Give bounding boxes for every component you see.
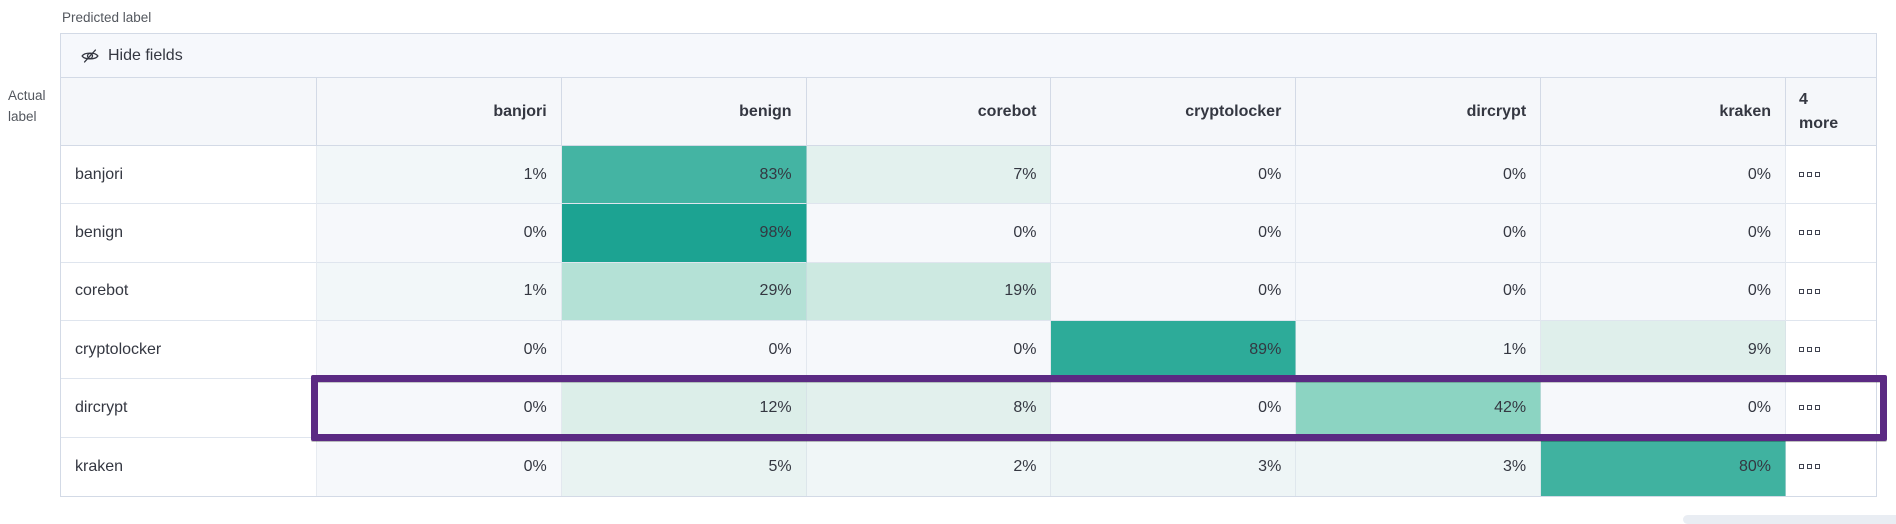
- more-columns-header[interactable]: 4 more: [1786, 78, 1876, 145]
- grid-row-benign: benign 0% 98% 0% 0% 0% 0%: [61, 204, 1876, 263]
- cell-corebot-kraken[interactable]: 0%: [1541, 262, 1787, 321]
- grid-rows: banjori 1% 83% 7% 0% 0% 0% benign 0% 98% 0% 0% 0% 0% c…: [61, 146, 1876, 496]
- cell-dircrypt-cryptolocker[interactable]: 0%: [1051, 379, 1297, 438]
- cell-benign-banjori[interactable]: 0%: [316, 204, 562, 263]
- cell-kraken-kraken[interactable]: 80%: [1541, 437, 1787, 496]
- boxes-horizontal-icon: [1799, 405, 1821, 411]
- cell-corebot-corebot[interactable]: 19%: [806, 262, 1052, 321]
- row-label-cryptolocker: cryptolocker: [61, 320, 317, 380]
- cell-corebot-benign[interactable]: 29%: [561, 262, 807, 321]
- box-glyph: [1815, 230, 1821, 236]
- more-actions-cell-benign[interactable]: [1786, 204, 1876, 263]
- box-glyph: [1799, 288, 1805, 294]
- column-header-benign[interactable]: benign: [562, 78, 807, 145]
- cell-kraken-cryptolocker[interactable]: 3%: [1051, 437, 1297, 496]
- cell-kraken-corebot[interactable]: 2%: [806, 437, 1052, 496]
- row-label-dircrypt: dircrypt: [61, 379, 317, 438]
- row-label-kraken: kraken: [61, 437, 317, 496]
- cell-benign-cryptolocker[interactable]: 0%: [1051, 204, 1297, 263]
- column-header-banjori[interactable]: banjori: [317, 78, 562, 145]
- cell-benign-kraken[interactable]: 0%: [1541, 204, 1787, 263]
- more-actions-cell-corebot[interactable]: [1786, 262, 1876, 321]
- grid-toolbar: Hide fields: [61, 34, 1876, 78]
- hide-fields-button[interactable]: Hide fields: [81, 47, 183, 65]
- actual-label-axis-title: Actual label: [8, 88, 46, 124]
- grid-row-cryptolocker: cryptolocker 0% 0% 0% 89% 1% 9%: [61, 320, 1876, 380]
- cell-dircrypt-benign[interactable]: 12%: [561, 379, 807, 438]
- box-glyph: [1799, 172, 1805, 178]
- box-glyph: [1807, 405, 1813, 411]
- column-header-corebot[interactable]: corebot: [807, 78, 1052, 145]
- row-label-corebot: corebot: [61, 262, 317, 321]
- grid-row-banjori: banjori 1% 83% 7% 0% 0% 0%: [61, 146, 1876, 205]
- cell-benign-benign[interactable]: 98%: [561, 204, 807, 263]
- confusion-matrix-grid: Hide fields banjori benign corebot cryptolo…: [60, 33, 1887, 497]
- cell-banjori-kraken[interactable]: 0%: [1541, 146, 1787, 205]
- cell-kraken-dircrypt[interactable]: 3%: [1296, 437, 1542, 496]
- header-row: banjori benign corebot cryptolocker dircrypt…: [61, 78, 1876, 146]
- boxes-horizontal-icon: [1799, 347, 1821, 353]
- cell-banjori-banjori[interactable]: 1%: [316, 146, 562, 205]
- cell-cryptolocker-banjori[interactable]: 0%: [316, 320, 562, 380]
- more-columns-label: 4 more: [1799, 91, 1839, 132]
- cell-banjori-cryptolocker[interactable]: 0%: [1051, 146, 1297, 205]
- box-glyph: [1807, 464, 1813, 470]
- more-actions-cell-kraken[interactable]: [1786, 437, 1876, 496]
- cell-corebot-cryptolocker[interactable]: 0%: [1051, 262, 1297, 321]
- grid-row-kraken: kraken 0% 5% 2% 3% 3% 80%: [61, 437, 1876, 496]
- cell-kraken-banjori[interactable]: 0%: [316, 437, 562, 496]
- box-glyph: [1799, 405, 1805, 411]
- cell-corebot-dircrypt[interactable]: 0%: [1296, 262, 1542, 321]
- box-glyph: [1815, 347, 1821, 353]
- cell-benign-dircrypt[interactable]: 0%: [1296, 204, 1542, 263]
- hide-fields-label: Hide fields: [108, 46, 183, 64]
- column-header-dircrypt[interactable]: dircrypt: [1296, 78, 1542, 145]
- column-header-kraken[interactable]: kraken: [1541, 78, 1787, 145]
- cell-banjori-corebot[interactable]: 7%: [806, 146, 1052, 205]
- cell-dircrypt-corebot[interactable]: 8%: [806, 379, 1052, 438]
- column-header-cryptolocker[interactable]: cryptolocker: [1051, 78, 1297, 145]
- boxes-horizontal-icon: [1799, 464, 1821, 470]
- horizontal-scrollbar[interactable]: [1683, 515, 1896, 524]
- cell-cryptolocker-corebot[interactable]: 0%: [806, 320, 1052, 380]
- cell-cryptolocker-cryptolocker[interactable]: 89%: [1051, 320, 1297, 380]
- grid-row-dircrypt: dircrypt 0% 12% 8% 0% 42% 0%: [61, 379, 1876, 438]
- box-glyph: [1815, 288, 1821, 294]
- box-glyph: [1807, 288, 1813, 294]
- box-glyph: [1807, 172, 1813, 178]
- box-glyph: [1799, 464, 1805, 470]
- row-label-benign: benign: [61, 204, 317, 263]
- cell-cryptolocker-dircrypt[interactable]: 1%: [1296, 320, 1542, 380]
- cell-banjori-benign[interactable]: 83%: [561, 146, 807, 205]
- box-glyph: [1815, 172, 1821, 178]
- boxes-horizontal-icon: [1799, 288, 1821, 294]
- eye-slash-icon: [81, 47, 99, 65]
- more-actions-cell-dircrypt[interactable]: [1786, 379, 1876, 438]
- more-actions-cell-banjori[interactable]: [1786, 146, 1876, 205]
- cell-cryptolocker-benign[interactable]: 0%: [561, 320, 807, 380]
- predicted-label-axis-title: Predicted label: [62, 10, 152, 25]
- boxes-horizontal-icon: [1799, 230, 1821, 236]
- row-label-banjori: banjori: [61, 146, 317, 205]
- boxes-horizontal-icon: [1799, 172, 1821, 178]
- row-label-column-header: [61, 78, 317, 145]
- grid-row-corebot: corebot 1% 29% 19% 0% 0% 0%: [61, 262, 1876, 321]
- cell-kraken-benign[interactable]: 5%: [561, 437, 807, 496]
- cell-dircrypt-banjori[interactable]: 0%: [316, 379, 562, 438]
- box-glyph: [1807, 347, 1813, 353]
- cell-corebot-banjori[interactable]: 1%: [316, 262, 562, 321]
- box-glyph: [1807, 230, 1813, 236]
- cell-dircrypt-kraken[interactable]: 0%: [1541, 379, 1787, 438]
- box-glyph: [1815, 464, 1821, 470]
- more-actions-cell-cryptolocker[interactable]: [1786, 320, 1876, 380]
- cell-dircrypt-dircrypt[interactable]: 42%: [1296, 379, 1542, 438]
- cell-cryptolocker-kraken[interactable]: 9%: [1541, 320, 1787, 380]
- cell-benign-corebot[interactable]: 0%: [806, 204, 1052, 263]
- cell-banjori-dircrypt[interactable]: 0%: [1296, 146, 1542, 205]
- box-glyph: [1799, 347, 1805, 353]
- box-glyph: [1815, 405, 1821, 411]
- box-glyph: [1799, 230, 1805, 236]
